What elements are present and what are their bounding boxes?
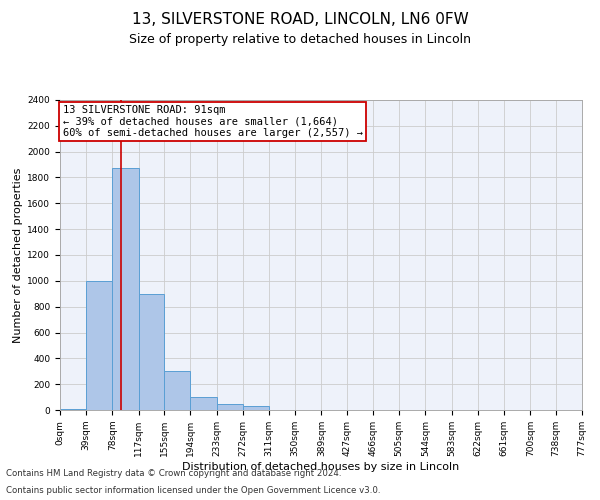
Bar: [190, 397, 217, 410]
Text: 13 SILVERSTONE ROAD: 91sqm
← 39% of detached houses are smaller (1,664)
60% of s: 13 SILVERSTONE ROAD: 91sqm ← 39% of deta…: [62, 104, 362, 138]
Text: Contains HM Land Registry data © Crown copyright and database right 2024.: Contains HM Land Registry data © Crown c…: [6, 468, 341, 477]
Bar: [139, 294, 164, 410]
Bar: [60, 408, 86, 410]
Bar: [164, 371, 190, 410]
X-axis label: Distribution of detached houses by size in Lincoln: Distribution of detached houses by size …: [182, 462, 460, 471]
Bar: [243, 406, 269, 410]
Text: Contains public sector information licensed under the Open Government Licence v3: Contains public sector information licen…: [6, 486, 380, 495]
Bar: [86, 281, 112, 410]
Bar: [217, 404, 243, 410]
Text: Size of property relative to detached houses in Lincoln: Size of property relative to detached ho…: [129, 32, 471, 46]
Y-axis label: Number of detached properties: Number of detached properties: [13, 168, 23, 342]
Bar: [112, 168, 139, 410]
Text: 13, SILVERSTONE ROAD, LINCOLN, LN6 0FW: 13, SILVERSTONE ROAD, LINCOLN, LN6 0FW: [131, 12, 469, 28]
